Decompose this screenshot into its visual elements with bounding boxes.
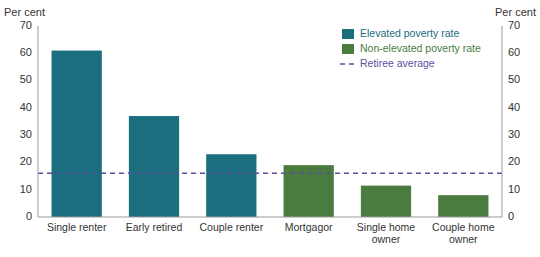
- x-tick-label: Couple homeowner: [432, 221, 495, 245]
- y-axis-label: Per cent: [4, 6, 45, 18]
- y2-axis-line: [502, 26, 503, 217]
- legend-swatch: [342, 29, 354, 39]
- y2-tick-label: 60: [508, 46, 520, 58]
- y2-tick-label: 0: [508, 210, 514, 222]
- chart: 010203040506070010203040506070Per centPe…: [0, 0, 540, 257]
- y-tick-label: 10: [20, 183, 32, 195]
- x-tick-label: Single renter: [47, 221, 107, 233]
- y-tick-label: 60: [20, 46, 32, 58]
- y-tick-label: 30: [20, 128, 32, 140]
- legend: Elevated poverty rate Non-elevated povert…: [340, 27, 481, 69]
- y2-tick-label: 10: [508, 183, 520, 195]
- y-tick-label: 50: [20, 73, 32, 85]
- legend-swatch: [342, 44, 354, 54]
- legend-label: Non-elevated poverty rate: [360, 42, 481, 54]
- bar: [206, 154, 256, 217]
- y2-tick-label: 40: [508, 101, 520, 113]
- y2-tick-label: 30: [508, 128, 520, 140]
- bar: [129, 116, 179, 217]
- legend-label: Elevated poverty rate: [360, 27, 459, 39]
- x-tick-label: Couple renter: [200, 221, 264, 233]
- x-tick-label: Mortgagor: [285, 221, 333, 233]
- x-tick-label: Early retired: [126, 221, 183, 233]
- legend-swatch: [340, 63, 356, 65]
- chart-container: 010203040506070010203040506070Per centPe…: [0, 0, 540, 257]
- y2-tick-label: 20: [508, 155, 520, 167]
- y2-tick-label: 50: [508, 73, 520, 85]
- bar: [361, 186, 411, 217]
- y2-axis-label: Per cent: [495, 6, 536, 18]
- y-tick-label: 40: [20, 101, 32, 113]
- y2-tick-label: 70: [508, 19, 520, 31]
- y-tick-label: 70: [20, 19, 32, 31]
- legend-label: Retiree average: [360, 57, 435, 69]
- x-axis-line: [38, 217, 502, 218]
- reference-line: [38, 173, 502, 175]
- x-tick-label: Single homeowner: [357, 221, 416, 245]
- y-tick-label: 20: [20, 155, 32, 167]
- bars: [38, 51, 502, 217]
- y-tick-label: 0: [26, 210, 32, 222]
- bar: [52, 51, 102, 217]
- y-axis-line: [38, 26, 39, 217]
- bar: [438, 195, 488, 217]
